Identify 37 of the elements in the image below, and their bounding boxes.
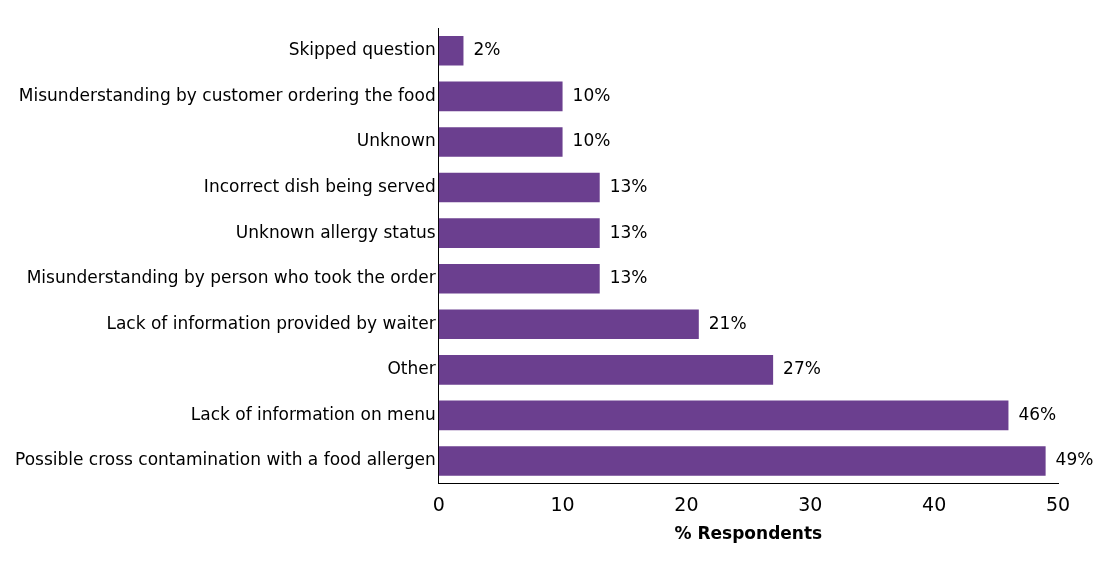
data-label: 21% (708, 312, 747, 333)
y-tick-label: Skipped question (288, 39, 436, 60)
y-tick-label: Possible cross contamination with a food allergen (15, 449, 436, 470)
x-tick-label: 10 (550, 493, 575, 516)
x-tick-label: 40 (922, 493, 947, 516)
data-label: 13% (609, 175, 648, 196)
x-tick-label: 20 (674, 493, 699, 516)
bar (438, 35, 464, 66)
x-tick-label: 0 (432, 493, 445, 516)
y-tick-label: Unknown (356, 130, 436, 151)
data-label: 46% (1018, 403, 1057, 424)
data-label: 2% (473, 39, 501, 60)
data-label: 49% (1055, 449, 1094, 470)
y-tick-label: Incorrect dish being served (203, 175, 436, 196)
bar (438, 400, 1009, 431)
bar (438, 172, 600, 203)
x-tick-label: 30 (798, 493, 823, 516)
y-tick-label: Lack of information provided by waiter (106, 312, 436, 333)
data-label: 13% (609, 221, 648, 242)
data-label: 10% (572, 84, 611, 105)
bar (438, 81, 563, 112)
bar (438, 446, 1046, 476)
bar (438, 355, 774, 385)
bar (438, 218, 600, 248)
x-tick-label: 50 (1045, 493, 1071, 516)
y-tick-label: Other (387, 358, 436, 379)
bar (438, 309, 699, 340)
bar (438, 127, 563, 157)
data-label: 10% (572, 130, 611, 151)
y-tick-label: Unknown allergy status (235, 221, 436, 242)
y-tick-label: Misunderstanding by customer ordering the food (18, 84, 436, 105)
y-tick-label: Misunderstanding by person who took the order (26, 267, 436, 288)
data-label: 27% (783, 358, 821, 379)
x-axis-title: % Respondents (674, 523, 823, 544)
data-label: 13% (609, 267, 648, 288)
bar (438, 263, 600, 294)
y-tick-label: Lack of information on menu (190, 403, 436, 424)
